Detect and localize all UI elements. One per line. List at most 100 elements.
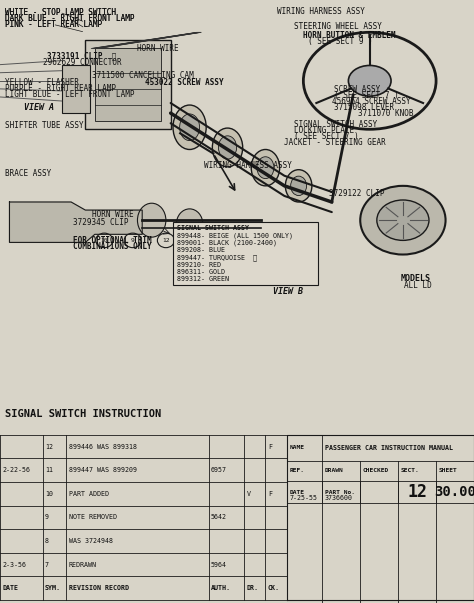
Text: 5642: 5642 — [211, 514, 227, 520]
Text: 3733191 CLIP  ①: 3733191 CLIP ① — [47, 51, 117, 60]
Text: PART No.: PART No. — [325, 490, 355, 494]
Text: 12: 12 — [45, 444, 53, 450]
Text: MODELS: MODELS — [401, 274, 430, 283]
Text: 3711500 CANCELLING CAM: 3711500 CANCELLING CAM — [92, 71, 194, 80]
Text: DARK BLUE - RIGHT FRONT LAMP: DARK BLUE - RIGHT FRONT LAMP — [5, 14, 134, 23]
Ellipse shape — [291, 176, 307, 195]
Text: 899210- RED: 899210- RED — [177, 262, 221, 268]
Text: WIRING HARNESS ASSY: WIRING HARNESS ASSY — [277, 7, 365, 16]
Text: CHECKED: CHECKED — [363, 469, 389, 473]
Text: 12: 12 — [407, 483, 427, 501]
Text: PURPLE - RIGHT REAR LAMP: PURPLE - RIGHT REAR LAMP — [5, 84, 116, 93]
Text: F: F — [268, 444, 272, 450]
Text: JACKET - STEERING GEAR: JACKET - STEERING GEAR — [284, 138, 386, 147]
Text: SHIFTER TUBE ASSY: SHIFTER TUBE ASSY — [5, 121, 83, 130]
Text: 456964 SCREW ASSY: 456964 SCREW ASSY — [332, 97, 410, 106]
Text: DATE: DATE — [289, 490, 304, 494]
Text: 3715098 LEVER: 3715098 LEVER — [334, 103, 394, 112]
Bar — [95, 48, 161, 121]
Text: 896311- GOLD: 896311- GOLD — [177, 269, 225, 275]
Text: PINK - LEFT REAR LAMP: PINK - LEFT REAR LAMP — [5, 20, 102, 29]
Text: 2962629 CONNECTOR: 2962629 CONNECTOR — [43, 58, 121, 67]
Text: 11: 11 — [45, 467, 53, 473]
Text: YELLOW - FLASHER: YELLOW - FLASHER — [5, 78, 79, 86]
Text: 899001- BLACK (2100-2400): 899001- BLACK (2100-2400) — [177, 239, 277, 246]
Text: PART ADDED: PART ADDED — [69, 491, 109, 497]
Text: HORN WIRE: HORN WIRE — [92, 210, 134, 219]
Text: 899448- BEIGE (ALL 1500 ONLY): 899448- BEIGE (ALL 1500 ONLY) — [177, 232, 293, 239]
Text: COMBINATIONS ONLY: COMBINATIONS ONLY — [73, 242, 152, 251]
Text: SCREW ASSY: SCREW ASSY — [334, 85, 381, 94]
Text: NOTE REMOVED: NOTE REMOVED — [69, 514, 117, 520]
Text: WHITE - STOP LAMP SWITCH: WHITE - STOP LAMP SWITCH — [5, 8, 116, 17]
Text: 899447 WAS 899209: 899447 WAS 899209 — [69, 467, 137, 473]
Text: SIGNAL SWITCH INSTRUCTION: SIGNAL SWITCH INSTRUCTION — [5, 409, 161, 419]
Text: 7-25-55: 7-25-55 — [289, 494, 317, 500]
Text: F: F — [268, 491, 272, 497]
Text: SIGNAL SWITCH ASSY: SIGNAL SWITCH ASSY — [177, 226, 249, 232]
Text: WIRING HARNESS ASSY: WIRING HARNESS ASSY — [204, 161, 292, 170]
Text: SIGNAL SWITCH ASSY: SIGNAL SWITCH ASSY — [294, 120, 377, 129]
Text: V: V — [246, 491, 250, 497]
Text: AUTH.: AUTH. — [211, 585, 231, 591]
Ellipse shape — [360, 186, 446, 254]
Bar — [173, 223, 318, 285]
Text: REVISION RECORD: REVISION RECORD — [69, 585, 129, 591]
Text: ( SEE SECT 7 ): ( SEE SECT 7 ) — [334, 91, 399, 100]
Text: 3729122 CLIP: 3729122 CLIP — [329, 189, 385, 198]
Text: 12: 12 — [162, 238, 170, 243]
Text: SHEET: SHEET — [438, 469, 457, 473]
Ellipse shape — [257, 157, 274, 178]
Text: 9: 9 — [45, 514, 49, 520]
Text: HORN WIRE: HORN WIRE — [137, 44, 179, 53]
Text: 9: 9 — [131, 238, 135, 243]
Text: LOCKING PLATE: LOCKING PLATE — [294, 126, 354, 135]
Ellipse shape — [377, 200, 429, 241]
Ellipse shape — [180, 114, 200, 140]
Text: 899312- GREEN: 899312- GREEN — [177, 276, 229, 282]
Text: STEERING WHEEL ASSY: STEERING WHEEL ASSY — [294, 22, 382, 31]
Ellipse shape — [137, 203, 166, 237]
Text: 3711070 KNOB: 3711070 KNOB — [358, 109, 413, 118]
Text: 2-22-56: 2-22-56 — [2, 467, 30, 473]
Text: 10: 10 — [45, 491, 53, 497]
Text: DR.: DR. — [246, 585, 258, 591]
Text: WHITE - STOP LAMP SWITCH: WHITE - STOP LAMP SWITCH — [5, 8, 116, 17]
Bar — [62, 65, 90, 113]
Text: HORN BUTTON & EMBLEM: HORN BUTTON & EMBLEM — [303, 31, 396, 40]
Text: CK.: CK. — [268, 585, 280, 591]
Text: ( SEE SECT 7 ): ( SEE SECT 7 ) — [294, 132, 359, 141]
Text: 8: 8 — [45, 538, 49, 544]
Text: SYM.: SYM. — [45, 585, 61, 591]
Text: BRACE ASSY: BRACE ASSY — [5, 169, 51, 178]
Text: SECT.: SECT. — [401, 469, 419, 473]
Text: ALL LD: ALL LD — [404, 281, 432, 290]
Ellipse shape — [219, 136, 237, 159]
Ellipse shape — [173, 105, 206, 150]
Bar — [85, 40, 171, 129]
Text: 899208- BLUE: 899208- BLUE — [177, 247, 225, 253]
Text: 10: 10 — [100, 238, 108, 243]
Text: WAS 3724948: WAS 3724948 — [69, 538, 113, 544]
Text: REF.: REF. — [289, 469, 304, 473]
Ellipse shape — [348, 66, 391, 96]
Text: DATE: DATE — [2, 585, 18, 591]
Ellipse shape — [176, 209, 203, 239]
Text: 899446 WAS 899318: 899446 WAS 899318 — [69, 444, 137, 450]
Text: 2-3-56: 2-3-56 — [2, 561, 27, 567]
Text: 7: 7 — [45, 561, 49, 567]
Text: NAME: NAME — [289, 446, 304, 450]
Text: FOR OPTIONAL TRIM: FOR OPTIONAL TRIM — [73, 236, 152, 245]
Text: 453022 SCREW ASSY: 453022 SCREW ASSY — [145, 78, 223, 87]
Ellipse shape — [285, 169, 312, 202]
Text: PASSENGER CAR INSTRUCTION MANUAL: PASSENGER CAR INSTRUCTION MANUAL — [325, 445, 453, 451]
Text: 30.00: 30.00 — [434, 485, 474, 499]
Text: VIEW B: VIEW B — [273, 287, 302, 296]
Text: ( SEE SECT 9 ): ( SEE SECT 9 ) — [308, 37, 373, 46]
Text: 899447- TURQUOISE  ②: 899447- TURQUOISE ② — [177, 254, 257, 260]
Text: 5964: 5964 — [211, 561, 227, 567]
Text: 3736600: 3736600 — [325, 494, 353, 500]
Ellipse shape — [212, 128, 243, 167]
Text: PINK - LEFT REAR LAMP: PINK - LEFT REAR LAMP — [5, 20, 102, 29]
Text: REDRAWN: REDRAWN — [69, 561, 97, 567]
